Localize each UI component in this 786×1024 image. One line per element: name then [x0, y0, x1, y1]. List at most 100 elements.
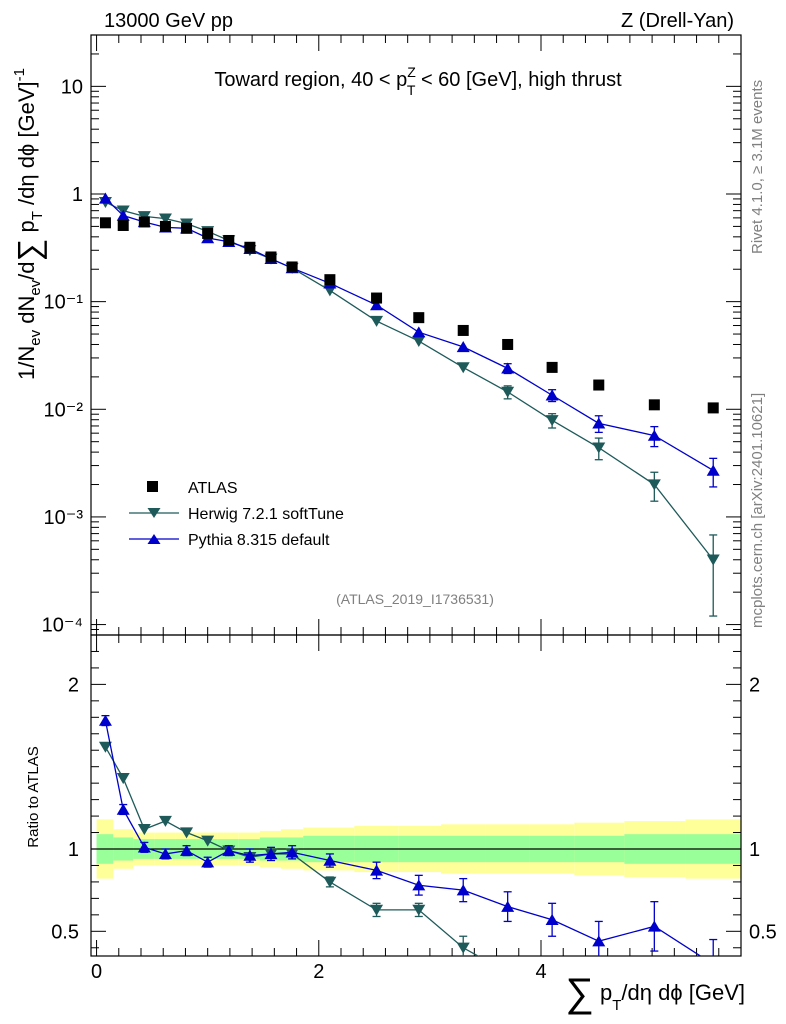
atlas-point — [371, 292, 383, 304]
svg-text:1/Nev dNev/d∑ pT /dη dϕ [GeV]: 1/Nev dNev/d∑ pT /dη dϕ [GeV]-1 — [11, 68, 47, 380]
ratio-ytick-label-right: 0.5 — [749, 921, 777, 943]
herwig-ratio-point — [137, 824, 151, 836]
pythia-ratio-point — [456, 884, 470, 896]
herwig-ratio-point — [98, 741, 112, 753]
mcplots-label: mcplots.cern.ch [arXiv:2401.10621] — [749, 393, 766, 628]
ratio-plot-frame — [90, 634, 742, 957]
main-ytick-label: 10⁻³ — [44, 507, 84, 529]
herwig-point — [412, 335, 426, 347]
ratio-series-group — [98, 714, 720, 978]
ratio-ytick-label-right: 1 — [749, 839, 760, 861]
pythia-ratio-point — [222, 844, 236, 856]
herwig-point — [545, 415, 559, 427]
pythia-ratio-point — [592, 935, 606, 947]
header-energy-label: 13000 GeV pp — [104, 10, 233, 32]
atlas-point — [413, 312, 425, 324]
plot-title-sup: Z — [407, 64, 416, 80]
atlas-point — [181, 222, 193, 234]
pythia-ratio-point — [647, 920, 661, 932]
main-ylabel: 1/Nev dNev/d∑ pT /dη dϕ [GeV]-1 — [11, 68, 47, 380]
pythia-ratio-point — [545, 913, 559, 925]
plot-title: Toward region, 40 < pZ T < 60 [GeV], high… — [214, 64, 622, 98]
pythia-ratio-point — [264, 848, 278, 860]
pythia-ratio-point — [137, 841, 151, 853]
atlas-point — [244, 241, 256, 253]
pythia-ratio-point — [243, 849, 257, 861]
pythia-point — [647, 429, 661, 441]
legend-atlas-marker — [147, 481, 158, 492]
plot-title-sub: T — [407, 82, 416, 98]
herwig-point — [592, 442, 606, 454]
legend-atlas-label: ATLAS — [188, 480, 238, 497]
atlas-point — [223, 234, 235, 246]
pythia-ratio-point — [707, 958, 720, 969]
atlas-point — [707, 402, 719, 414]
atlas-point — [286, 261, 298, 273]
herwig-point — [370, 315, 384, 327]
rivet-label: Rivet 4.1.0, ≥ 3.1M events — [749, 80, 766, 254]
ratio-ytick-label-right: 2 — [749, 674, 760, 696]
pythia-line — [104, 197, 714, 472]
herwig-ratio-point — [323, 876, 337, 888]
pythia-ratio-point — [158, 848, 172, 860]
pythia-point — [456, 341, 470, 353]
herwig-ratio-point — [501, 967, 514, 978]
atlas-point — [138, 216, 150, 228]
pythia-ratio-point — [98, 714, 112, 726]
x-axis-label: ∑ pT/dη dϕ [GeV] — [565, 971, 745, 1015]
herwig-ratio-point — [412, 904, 426, 916]
main-ytick-label: 10 — [61, 76, 83, 98]
herwig-ratio-point — [201, 835, 215, 847]
x-tick-label: 2 — [313, 961, 324, 983]
atlas-point — [546, 361, 558, 373]
atlas-point — [265, 251, 277, 263]
legend-pythia-label: Pythia 8.315 default — [188, 532, 330, 549]
pythia-ratio-point — [412, 879, 426, 891]
atlas-point — [159, 220, 171, 232]
pythia-ratio-point — [180, 844, 194, 856]
atlas-point — [648, 399, 660, 411]
herwig-point — [158, 213, 172, 225]
ratio-ylabel: Ratio to ATLAS — [25, 746, 42, 847]
pythia-point — [545, 389, 559, 401]
pythia-point — [116, 209, 130, 221]
legend-herwig-label: Herwig 7.2.1 softTune — [188, 506, 344, 523]
legend: ATLAS Herwig 7.2.1 softTune Pythia 8.315… — [129, 480, 344, 549]
atlas-point — [99, 217, 111, 229]
main-series-group — [98, 192, 720, 617]
herwig-ratio-point — [180, 827, 194, 839]
main-ytick-label: 10⁻¹ — [44, 292, 84, 314]
pythia-point — [592, 417, 606, 429]
main-ytick-label: 1 — [72, 184, 83, 206]
herwig-point — [501, 386, 515, 398]
pythia-point — [706, 464, 720, 476]
atlas-point — [324, 274, 336, 286]
plot-title-prefix: Toward region, 40 < p — [214, 69, 407, 91]
herwig-ratio-point — [370, 904, 384, 916]
atlas-point — [117, 219, 129, 231]
herwig-point — [456, 362, 470, 374]
pythia-ratio-point — [370, 864, 384, 876]
legend-herwig-marker — [147, 508, 161, 518]
pythia-ratio-point — [501, 900, 515, 912]
pythia-point — [412, 326, 426, 338]
atlas-point — [502, 338, 514, 350]
pythia-ratio-point — [285, 846, 299, 858]
pythia-ratio-point — [201, 856, 215, 868]
legend-pythia-marker — [147, 534, 161, 544]
main-ytick-label: 10⁻⁴ — [42, 615, 83, 637]
x-tick-label: 4 — [535, 961, 546, 983]
herwig-ratio-point — [116, 773, 130, 785]
atlas-point — [202, 227, 214, 239]
main-ytick-label: 10⁻² — [44, 399, 84, 421]
herwig-point — [706, 554, 720, 566]
pythia-point — [501, 362, 515, 374]
herwig-ratio-point — [456, 942, 470, 954]
axes-ticks: 10⁻⁴ 10⁻³ 10⁻² 10⁻¹ 1 10 0 2 4 0.5 0.5 1 1 2 2 — [42, 34, 777, 983]
ratio-ytick-label: 2 — [68, 674, 79, 696]
pythia-ratio-point — [323, 854, 337, 866]
pythia-point — [370, 299, 384, 311]
ratio-ytick-label: 0.5 — [51, 921, 79, 943]
pythia-point — [98, 192, 112, 204]
